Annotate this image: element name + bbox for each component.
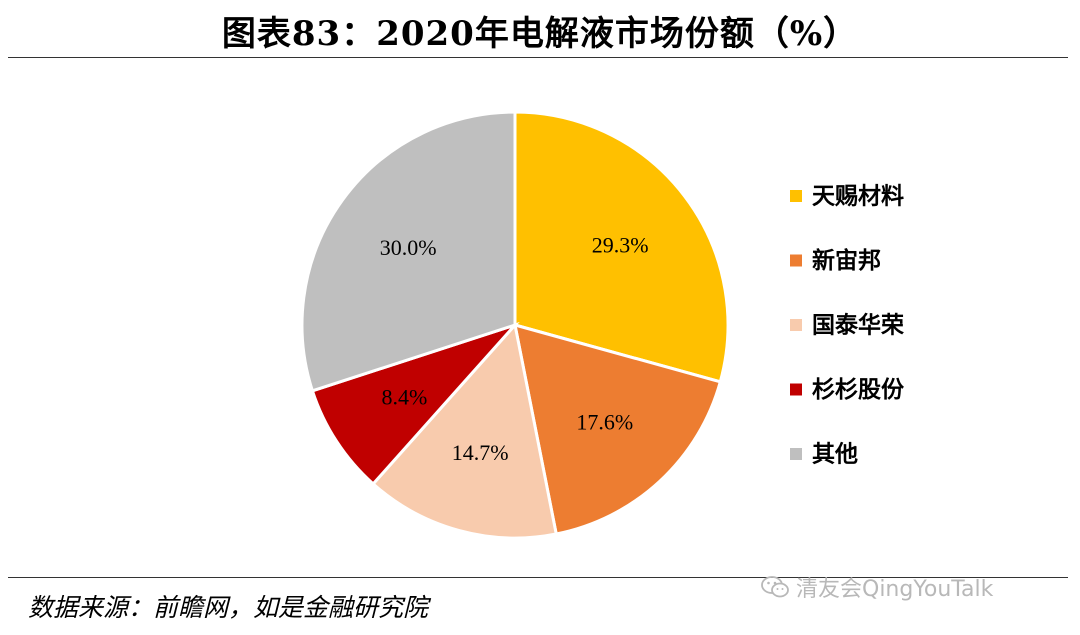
bottom-divider (8, 577, 1068, 578)
pie-slice-4 (310, 321, 520, 487)
source-note: 数据来源：前瞻网，如是金融研究院 (28, 593, 429, 622)
chart-title: 图表83：2020年电解液市场份额（%） (221, 14, 859, 54)
legend-label: 杉杉股份 (812, 376, 905, 403)
legend-label: 新宙邦 (812, 247, 881, 274)
slice-data-label: 14.7% (452, 440, 509, 465)
legend-label: 国泰华荣 (812, 312, 904, 339)
pie-slice-2 (513, 322, 723, 536)
legend-swatch (790, 190, 802, 202)
pie-slice-1 (513, 110, 730, 384)
slice-data-label: 30.0% (380, 235, 437, 260)
top-divider (8, 57, 1068, 58)
legend-swatch (790, 448, 802, 460)
pie-slice-3 (371, 321, 558, 540)
slice-data-label: 17.6% (576, 409, 633, 434)
slice-data-label: 29.3% (592, 233, 649, 258)
watermark: 清友会QingYouTalk (760, 572, 993, 602)
pie-slice-5 (300, 110, 517, 393)
legend-label: 天赐材料 (812, 183, 904, 210)
legend-swatch (790, 254, 802, 267)
wechat-icon (761, 576, 789, 598)
legend-swatch (790, 319, 802, 331)
watermark-text: 清友会QingYouTalk (796, 577, 994, 602)
slice-data-label: 8.4% (381, 385, 427, 410)
legend-label: 其他 (812, 441, 858, 468)
legend-swatch (790, 383, 802, 396)
